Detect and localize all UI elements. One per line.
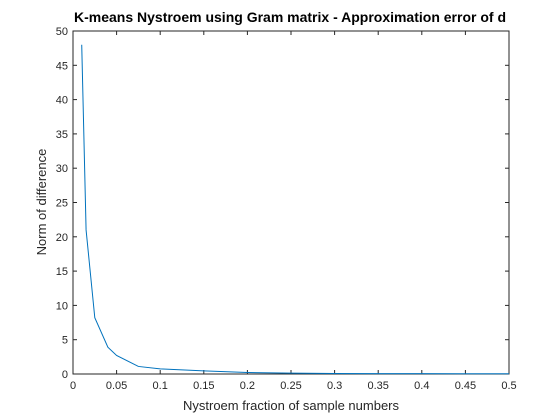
y-tick-label: 25 xyxy=(56,198,68,210)
x-axis-label: Nystroem fraction of sample numbers xyxy=(183,398,400,413)
x-tick-label: 0.5 xyxy=(501,380,516,392)
y-tick-label: 40 xyxy=(56,95,68,107)
y-axis-label: Norm of difference xyxy=(34,149,49,256)
x-tick-label: 0.35 xyxy=(367,380,388,392)
plot-area: 0 0.05 0.1 0.15 0.2 0.25 0.3 0.35 0.4 0.45 0.5 0 5 1… xyxy=(56,26,517,392)
x-tick-label: 0.2 xyxy=(240,380,255,392)
x-tick-label: 0.25 xyxy=(280,380,301,392)
y-tick-label: 50 xyxy=(56,26,68,38)
x-tick-label: 0.15 xyxy=(193,380,214,392)
x-tick-label: 0.05 xyxy=(106,380,127,392)
x-tick-label: 0.45 xyxy=(455,380,476,392)
x-tick-label: 0.3 xyxy=(327,380,342,392)
series-layer xyxy=(81,44,509,375)
x-tick-label: 0.4 xyxy=(414,380,429,392)
series-line xyxy=(81,44,509,375)
y-tick-label: 5 xyxy=(62,335,68,347)
y-tick-label: 0 xyxy=(62,369,68,381)
x-tick-label: 0.1 xyxy=(153,380,168,392)
y-tick-label: 30 xyxy=(56,163,68,175)
x-tick-label: 0 xyxy=(70,380,76,392)
y-tick-label: 10 xyxy=(56,300,68,312)
y-tick-label: 20 xyxy=(56,232,68,244)
y-axis: 0 5 10 15 20 25 30 35 40 45 50 xyxy=(56,26,509,381)
chart-title: K-means Nystroem using Gram matrix - App… xyxy=(74,9,506,25)
y-tick-label: 45 xyxy=(56,60,68,72)
y-tick-label: 15 xyxy=(56,266,68,278)
x-axis: 0 0.05 0.1 0.15 0.2 0.25 0.3 0.35 0.4 0.45 0.5 xyxy=(70,31,517,392)
y-tick-label: 35 xyxy=(56,129,68,141)
axes-box xyxy=(72,30,510,375)
